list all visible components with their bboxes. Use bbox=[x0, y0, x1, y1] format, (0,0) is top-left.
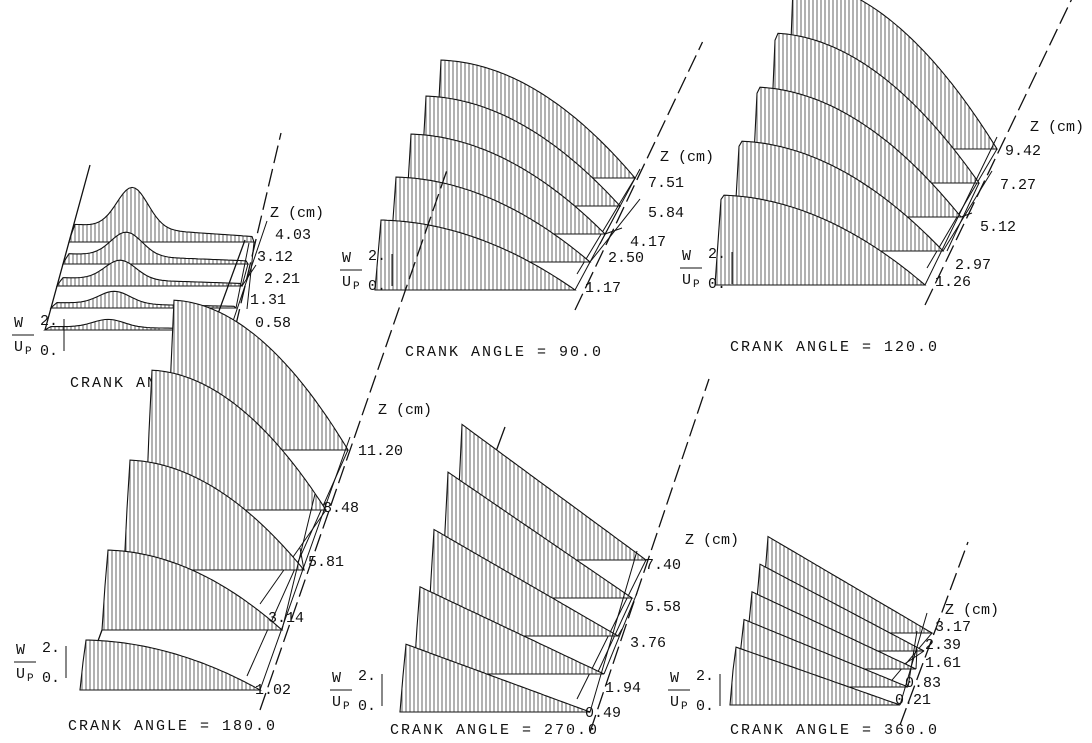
z-label: 3.76 bbox=[630, 635, 666, 652]
z-label: 4.03 bbox=[275, 227, 311, 244]
z-label: 2.21 bbox=[264, 271, 300, 288]
caption: CRANK ANGLE = 120.0 bbox=[730, 339, 939, 356]
slice-leader bbox=[961, 213, 972, 217]
y-label-sub: P bbox=[27, 673, 34, 685]
y-tick-label: 0. bbox=[368, 278, 386, 295]
z-label: 1.26 bbox=[935, 274, 971, 291]
z-axis-label: Z (cm) bbox=[945, 602, 999, 619]
z-label: 5.12 bbox=[980, 219, 1016, 236]
z-label: 7.40 bbox=[645, 557, 681, 574]
y-label-top: W bbox=[670, 670, 679, 687]
caption: CRANK ANGLE = 360.0 bbox=[730, 722, 939, 739]
profile bbox=[69, 187, 254, 242]
y-label-top: W bbox=[16, 642, 25, 659]
y-label-bottom: U bbox=[682, 272, 691, 289]
z-label: 7.27 bbox=[1000, 177, 1036, 194]
y-tick-label: 2. bbox=[368, 248, 386, 265]
z-label: 2.97 bbox=[955, 257, 991, 274]
y-label-top: W bbox=[332, 670, 341, 687]
z-axis-label: Z (cm) bbox=[270, 205, 324, 222]
y-label-top: W bbox=[342, 250, 351, 267]
z-label: 9.42 bbox=[1005, 143, 1041, 160]
z-axis-label: Z (cm) bbox=[660, 149, 714, 166]
z-label: 1.31 bbox=[250, 292, 286, 309]
y-tick-label: 0. bbox=[696, 698, 714, 715]
z-axis-label: Z (cm) bbox=[1030, 119, 1084, 136]
y-tick-label: 0. bbox=[42, 670, 60, 687]
z-label: 3.17 bbox=[935, 619, 971, 636]
y-tick-label: 2. bbox=[40, 313, 58, 330]
y-tick-label: 2. bbox=[708, 246, 726, 263]
caption: CRANK ANGLE = 270.0 bbox=[390, 722, 599, 739]
z-label: 5.81 bbox=[308, 554, 344, 571]
y-label-top: W bbox=[14, 315, 23, 332]
y-label-sub: P bbox=[693, 279, 700, 291]
y-tick-label: 0. bbox=[358, 698, 376, 715]
z-label: 1.61 bbox=[925, 655, 961, 672]
y-label-sub: P bbox=[343, 701, 350, 713]
figure: Z (cm)4.033.122.211.310.58WUP2.0.CRANK A… bbox=[0, 0, 1092, 743]
z-axis-label: Z (cm) bbox=[685, 532, 739, 549]
caption: CRANK ANGLE = 90.0 bbox=[405, 344, 603, 361]
y-label-bottom: U bbox=[16, 666, 25, 683]
y-tick-label: 0. bbox=[40, 343, 58, 360]
y-label-sub: P bbox=[353, 281, 360, 293]
y-label-top: W bbox=[682, 248, 691, 265]
z-label: 0.49 bbox=[585, 705, 621, 722]
z-label: 8.48 bbox=[323, 500, 359, 517]
y-label-bottom: U bbox=[342, 274, 351, 291]
z-axis-label: Z (cm) bbox=[378, 402, 432, 419]
profile bbox=[51, 291, 236, 308]
z-label: 0.58 bbox=[255, 315, 291, 332]
y-label-bottom: U bbox=[670, 694, 679, 711]
z-label: 3.14 bbox=[268, 610, 304, 627]
z-label: 5.58 bbox=[645, 599, 681, 616]
panel: Z (cm)4.033.122.211.310.58WUP2.0.CRANK A… bbox=[12, 133, 324, 392]
y-tick-label: 0. bbox=[708, 276, 726, 293]
z-label: 0.83 bbox=[905, 675, 941, 692]
z-label: 7.51 bbox=[648, 175, 684, 192]
y-tick-label: 2. bbox=[696, 668, 714, 685]
z-label: 4.17 bbox=[630, 234, 666, 251]
z-label: 5.84 bbox=[648, 205, 684, 222]
z-label: 2.50 bbox=[608, 250, 644, 267]
y-label-sub: P bbox=[25, 346, 32, 358]
y-tick-label: 2. bbox=[358, 668, 376, 685]
y-tick-label: 2. bbox=[42, 640, 60, 657]
z-label: 3.12 bbox=[257, 249, 293, 266]
z-label: 1.17 bbox=[585, 280, 621, 297]
z-label: 0.21 bbox=[895, 692, 931, 709]
z-label: 1.02 bbox=[255, 682, 291, 699]
y-label-bottom: U bbox=[14, 339, 23, 356]
y-label-bottom: U bbox=[332, 694, 341, 711]
caption: CRANK ANGLE = 180.0 bbox=[68, 718, 277, 735]
z-label: 2.39 bbox=[925, 637, 961, 654]
y-label-sub: P bbox=[681, 701, 688, 713]
z-label: 11.20 bbox=[358, 443, 403, 460]
z-label: 1.94 bbox=[605, 680, 641, 697]
